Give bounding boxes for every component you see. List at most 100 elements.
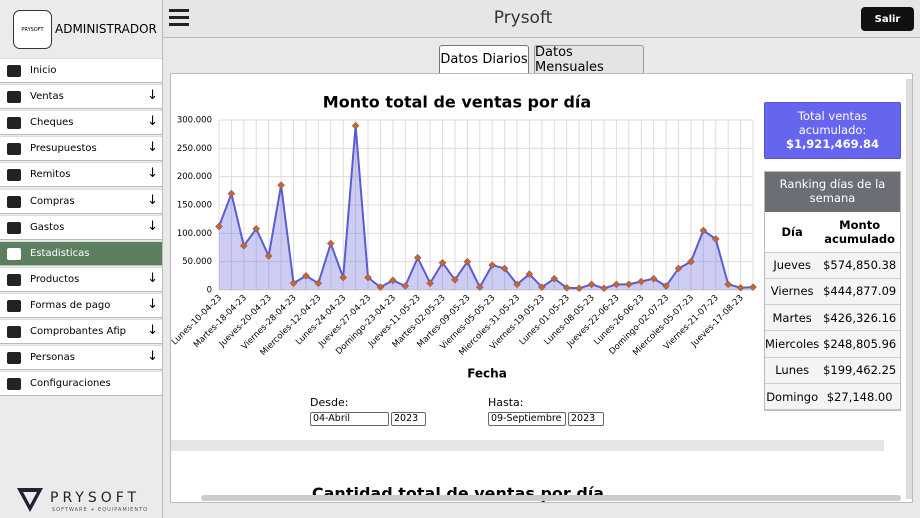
menu-item[interactable]: Cheques ↓ — [0, 110, 162, 136]
logo-text: PRYSOFT — [50, 490, 141, 506]
menu-item[interactable]: Gastos ↓ — [0, 214, 162, 240]
from-label: Desde: — [310, 396, 349, 409]
content-panel: Monto total de ventas por día Fecha 0 50.… — [170, 73, 913, 503]
ranking-cell: Martes — [765, 304, 820, 332]
point — [724, 280, 733, 289]
expand-arrow: ↓ — [147, 140, 158, 156]
column-header: Monto acumulado — [819, 212, 900, 253]
ranking-cell: $27,148.00 — [819, 383, 900, 411]
ranking-cell: Viernes — [765, 278, 820, 306]
tab[interactable]: Datos Mensuales — [534, 45, 644, 75]
menu-item[interactable]: Productos ↓ — [0, 266, 162, 292]
point — [637, 277, 646, 286]
app-title: Prysoft — [493, 8, 553, 28]
point — [525, 270, 534, 278]
y-tick-label: 100.000 — [177, 229, 212, 239]
ranking-cell: Jueves — [765, 252, 820, 279]
expand-arrow: ↓ — [147, 114, 158, 130]
point — [538, 283, 546, 292]
menu-item[interactable]: Remitos ↓ — [0, 162, 162, 188]
point — [451, 275, 459, 284]
ranking-row: Domingo $27,148.00 — [765, 383, 900, 411]
ranking-cell: $574,850.38 — [819, 252, 900, 279]
y-tick-label: 200.000 — [177, 172, 212, 182]
menu-item[interactable]: Estadisticas — [0, 240, 162, 266]
column-header: Día — [765, 212, 820, 253]
ranking-box: Ranking días de la semana Día Monto acumu… — [764, 171, 901, 412]
menu-item[interactable]: Configuraciones — [0, 371, 162, 397]
total-label: Total ventas acumulado: — [797, 109, 868, 137]
logo-mark — [17, 488, 43, 512]
point — [550, 274, 559, 283]
expand-arrow: ↓ — [147, 323, 158, 338]
point — [500, 264, 509, 273]
logout-button[interactable]: Salir — [861, 7, 914, 31]
menu-label: Presupuestos — [30, 143, 97, 155]
ranking-title: Ranking días de la semana — [765, 172, 900, 212]
chart: Monto total de ventas por día Fecha 0 50.… — [171, 93, 757, 381]
expand-arrow: ↓ — [147, 296, 158, 312]
tab[interactable]: Datos Diarios — [439, 45, 529, 73]
top-bar: Prysoft Salir — [163, 0, 920, 38]
menu-item[interactable]: Compras ↓ — [0, 188, 162, 214]
menu-label: Formas de pago — [30, 299, 111, 311]
menu-icon — [7, 299, 21, 312]
point — [699, 226, 708, 235]
menu-item[interactable]: Formas de pago ↓ — [0, 292, 162, 318]
point — [252, 224, 261, 233]
menu-icon — [7, 117, 21, 130]
menu-item[interactable]: Ventas ↓ — [0, 84, 162, 110]
y-tick-label: 50.000 — [182, 257, 212, 267]
menu-item[interactable]: Personas ↓ — [0, 345, 162, 371]
menu-label: Estadisticas — [30, 247, 90, 259]
point — [575, 284, 583, 293]
logo-icon: PRYSOFT — [13, 10, 52, 49]
ranking-table: Día Monto acumulado Jueves $574,850.38 Viern… — [765, 212, 900, 411]
point — [239, 241, 248, 250]
menu-icon — [7, 273, 21, 286]
ranking-cell: $444,877.09 — [819, 278, 900, 306]
point — [612, 280, 621, 289]
ranking-row: Lunes $199,462.25 — [765, 357, 900, 384]
line — [218, 125, 754, 290]
point — [562, 283, 571, 292]
menu-icon — [7, 91, 21, 104]
point — [302, 271, 310, 280]
menu-toggle[interactable] — [169, 9, 189, 12]
point — [587, 280, 596, 289]
expand-arrow: ↓ — [147, 349, 158, 365]
ranking-row: Jueves $574,850.38 — [765, 252, 900, 279]
point — [426, 279, 434, 288]
divider — [171, 440, 884, 451]
menu-label: Inicio — [30, 65, 57, 76]
h-scrollbar[interactable] — [201, 495, 901, 501]
scrollbar[interactable] — [906, 79, 912, 499]
menu-icon — [7, 221, 21, 234]
expand-arrow: ↓ — [147, 270, 158, 286]
point — [351, 121, 360, 130]
point — [339, 273, 348, 282]
menu-item[interactable]: Presupuestos ↓ — [0, 136, 162, 162]
point — [600, 284, 608, 293]
point — [624, 280, 633, 289]
menu-icon — [7, 247, 21, 260]
from-month[interactable]: 04-Abril — [310, 412, 389, 426]
to-month[interactable]: 09-Septiembre — [488, 412, 566, 426]
menu-icon — [7, 378, 21, 391]
total-box: Total ventas acumulado: $1,921,469.84 — [764, 102, 901, 159]
point — [389, 276, 397, 285]
point — [513, 280, 521, 289]
from-year[interactable]: 2023 — [391, 412, 426, 426]
menu-label: Configuraciones — [30, 378, 111, 390]
menu-label: Comprobantes Afip — [30, 326, 126, 337]
ranking-cell: Domingo — [765, 383, 820, 411]
menu-item[interactable]: Comprobantes Afip ↓ — [0, 319, 162, 344]
to-year[interactable]: 2023 — [568, 412, 604, 426]
point — [413, 253, 422, 262]
point — [674, 264, 683, 273]
menu-item[interactable]: Inicio — [0, 58, 162, 83]
menu-icon — [7, 143, 21, 156]
point — [227, 189, 236, 198]
ranking-header: Día Monto acumulado — [765, 212, 900, 253]
